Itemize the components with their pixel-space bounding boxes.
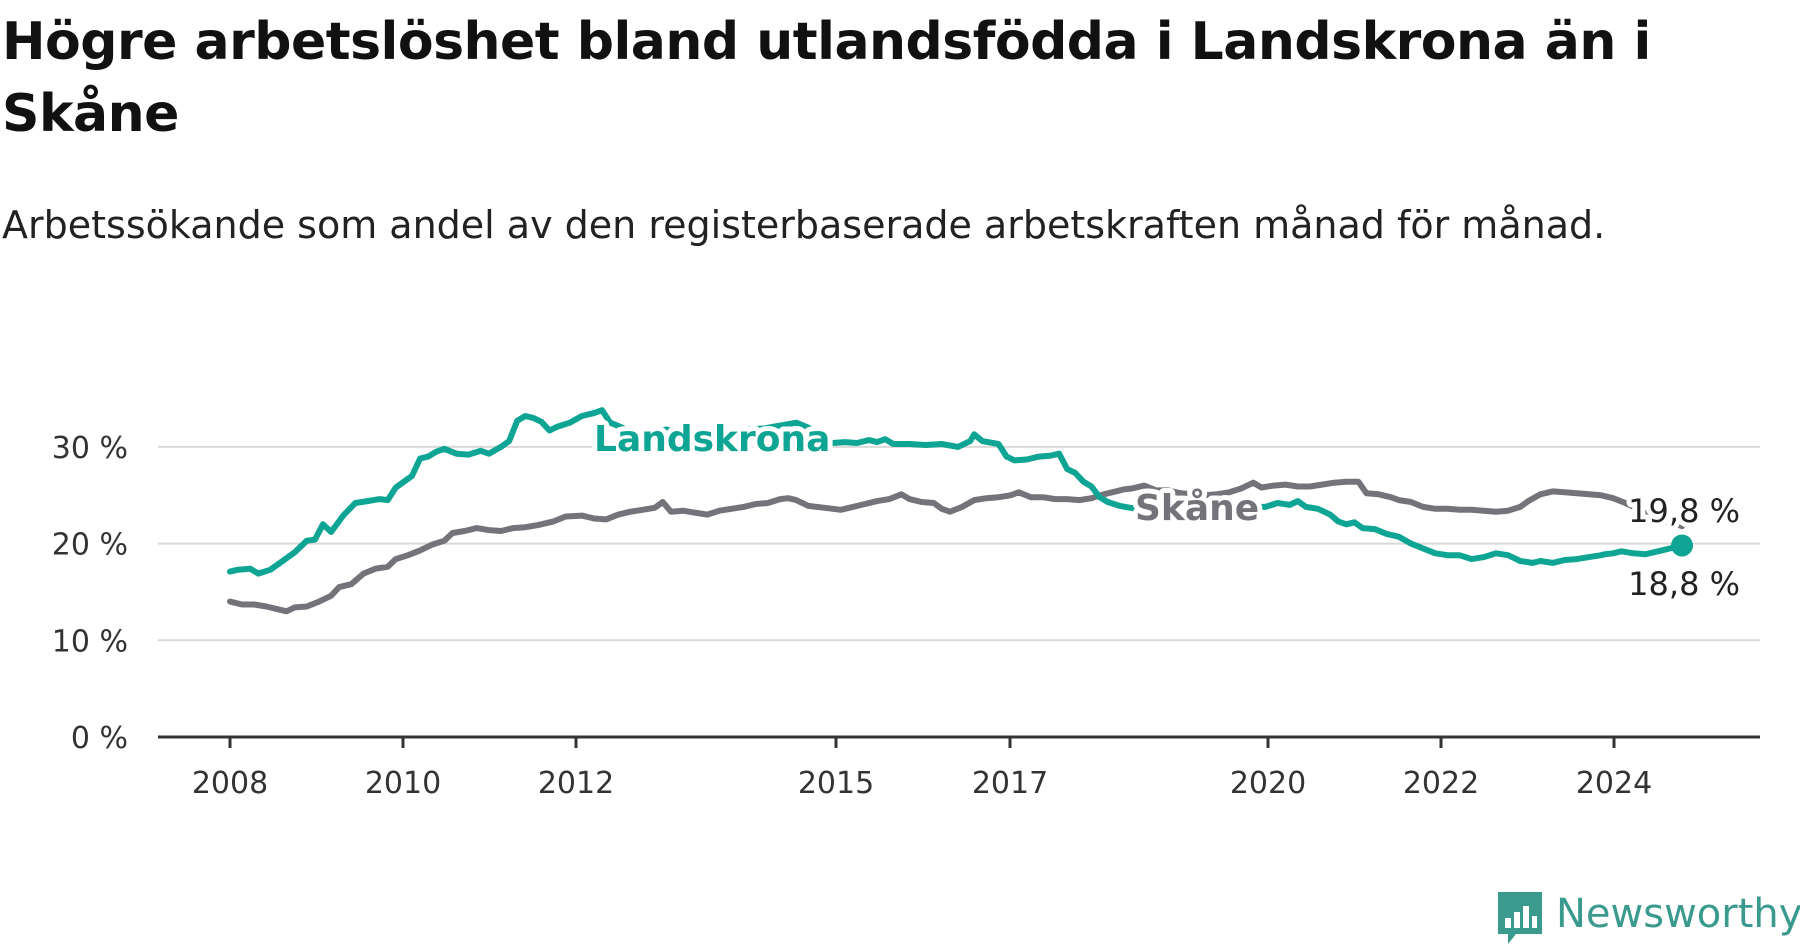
y-tick-label: 20 % (52, 528, 128, 563)
chart-subtitle: Arbetssökande som andel av den registerb… (2, 203, 1606, 247)
x-tick-label: 2020 (1230, 766, 1306, 801)
series-label-skane: Skåne (1135, 488, 1259, 529)
x-tick-label: 2015 (798, 766, 874, 801)
series-label-landskrona: Landskrona (594, 419, 830, 460)
end-value-skane: 18,8 % (1628, 565, 1740, 603)
x-tick-label: 2008 (192, 766, 268, 801)
y-tick-label: 30 % (52, 431, 128, 466)
end-value-landskrona: 19,8 % (1628, 492, 1740, 530)
series-line-landskrona (227, 407, 1685, 577)
x-tick-label: 2024 (1576, 766, 1652, 801)
x-tick-label: 2010 (365, 766, 441, 801)
series-line-skane (227, 478, 1685, 615)
brand-name: Newsworthy (1556, 891, 1800, 937)
newsworthy-logo[interactable]: Newsworthy (1494, 888, 1800, 948)
x-axis: 2008 2010 2012 2015 2017 2020 2022 2024 (158, 735, 1760, 801)
x-tick-label: 2012 (538, 766, 614, 801)
chart-title: Högre arbetslöshet bland utlandsfödda i … (2, 12, 1651, 144)
newsworthy-logo-icon (1498, 892, 1542, 944)
x-tick-label: 2022 (1403, 766, 1479, 801)
x-tick-label: 2017 (972, 766, 1048, 801)
series-labels: Landskrona Skåne 19,8 % 18,8 % (589, 414, 1745, 608)
y-tick-label: 10 % (52, 624, 128, 659)
y-axis-labels: 0 % 10 % 20 % 30 % (52, 431, 128, 756)
landskrona-end-marker (1671, 534, 1693, 557)
line-chart: 2008 2010 2012 2015 2017 2020 2022 2024 0 % 10 %… (52, 407, 1760, 801)
series-lines (227, 407, 1693, 615)
gridlines (158, 445, 1760, 642)
y-tick-label: 0 % (71, 721, 128, 756)
